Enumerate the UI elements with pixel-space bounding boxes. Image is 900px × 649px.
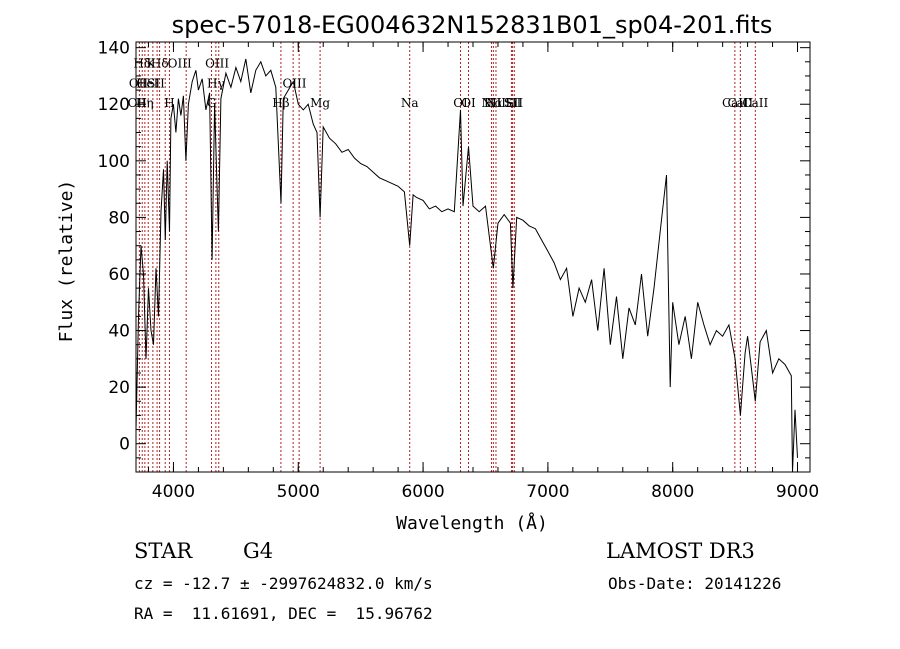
marker-label: H (164, 96, 174, 110)
marker-label: CaII (742, 96, 768, 110)
y-tick-label: 100 (98, 152, 130, 172)
spectral-line-markers (138, 42, 756, 472)
marker-label: Hβ (272, 96, 289, 110)
marker-label: CaII (722, 96, 748, 110)
y-axis-ticks: 0 20 40 60 80 100 120 140 (98, 39, 810, 459)
spectrum-chart: spec-57018-EG004632N152831B01_sp04-201.f… (56, 11, 819, 534)
x-axis-label: Wavelength (Å) (396, 512, 548, 534)
marker-label: OIII (168, 56, 192, 70)
y-tick-label: 20 (108, 378, 130, 398)
y-tick-label: 80 (108, 208, 130, 228)
y-tick-label: 120 (98, 95, 130, 115)
marker-label: NII (486, 96, 506, 110)
spectrum-line (135, 58, 798, 473)
object-type: STAR (134, 539, 193, 563)
marker-label: CaII (727, 96, 753, 110)
marker-label: OII (129, 76, 149, 90)
marker-label: Li (506, 96, 518, 110)
marker-label: NII (481, 96, 501, 110)
y-tick-label: 60 (108, 265, 130, 285)
redshift-velocity: cz = -12.7 ± -2997624832.0 km/s (134, 574, 433, 593)
marker-label: Na (401, 96, 419, 110)
x-tick-label: 5000 (277, 482, 320, 502)
observation-date: Obs-Date: 20141226 (608, 574, 782, 593)
y-axis-label: Flux (relative) (56, 180, 77, 343)
x-tick-label: 8000 (651, 482, 694, 502)
marker-label: OI (461, 96, 476, 110)
x-tick-label: 4000 (152, 482, 195, 502)
chart-title: spec-57018-EG004632N152831B01_sp04-201.f… (172, 11, 773, 39)
sky-coordinates: RA = 11.61691, DEC = 15.96762 (134, 604, 433, 623)
x-tick-label: 7000 (526, 482, 569, 502)
marker-label: HeI (136, 76, 159, 90)
marker-label: Hδ (151, 56, 169, 70)
x-axis-ticks: 4000 5000 6000 7000 8000 9000 (147, 42, 819, 502)
marker-label: OI (453, 96, 468, 110)
marker-label: SII (504, 96, 522, 110)
marker-label: OIII (282, 76, 306, 90)
y-tick-label: 140 (98, 39, 130, 59)
marker-label: Hα (484, 96, 503, 110)
object-subclass: G4 (243, 539, 274, 563)
marker-label: OIII (205, 56, 229, 70)
marker-label: K (146, 56, 156, 70)
y-tick-label: 40 (108, 322, 130, 342)
marker-label: Hη (136, 96, 154, 110)
marker-label: Hγ (207, 76, 225, 90)
marker-label: SII (147, 76, 165, 90)
x-tick-label: 9000 (776, 482, 819, 502)
marker-label: OII (128, 96, 148, 110)
survey-name: LAMOST DR3 (606, 539, 755, 563)
x-tick-label: 6000 (401, 482, 444, 502)
marker-label: Hδ (133, 56, 151, 70)
marker-label: Mg (310, 96, 330, 110)
marker-label: SII (505, 96, 523, 110)
marker-label: G (207, 96, 217, 110)
y-tick-label: 0 (119, 435, 130, 455)
